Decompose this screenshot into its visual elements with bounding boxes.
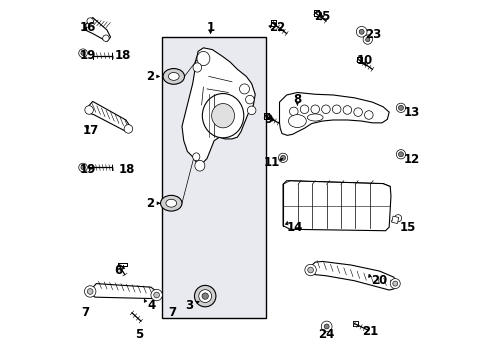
- Text: 20: 20: [370, 274, 387, 287]
- Ellipse shape: [394, 215, 401, 222]
- Ellipse shape: [192, 153, 200, 161]
- Ellipse shape: [194, 285, 216, 307]
- Ellipse shape: [392, 281, 397, 286]
- Ellipse shape: [198, 290, 211, 302]
- Ellipse shape: [211, 104, 234, 128]
- Ellipse shape: [81, 51, 85, 55]
- Text: 18: 18: [119, 163, 135, 176]
- Ellipse shape: [365, 37, 369, 42]
- Text: 11: 11: [263, 156, 279, 169]
- Ellipse shape: [153, 292, 159, 298]
- Ellipse shape: [87, 18, 93, 24]
- Text: 19: 19: [80, 49, 96, 62]
- Text: 17: 17: [83, 124, 99, 137]
- Ellipse shape: [163, 68, 184, 84]
- Ellipse shape: [343, 106, 351, 114]
- Ellipse shape: [84, 286, 96, 297]
- Text: 16: 16: [80, 21, 96, 33]
- Ellipse shape: [356, 26, 366, 37]
- Polygon shape: [283, 181, 390, 231]
- Ellipse shape: [310, 105, 319, 113]
- Ellipse shape: [321, 321, 331, 332]
- Ellipse shape: [102, 35, 109, 41]
- Text: 19: 19: [80, 163, 96, 176]
- Ellipse shape: [321, 105, 329, 113]
- Polygon shape: [182, 48, 255, 164]
- Text: 24: 24: [317, 328, 333, 341]
- Text: 5: 5: [135, 328, 143, 341]
- Ellipse shape: [304, 264, 316, 276]
- Text: 8: 8: [293, 93, 301, 106]
- Text: 23: 23: [365, 28, 381, 41]
- Ellipse shape: [165, 199, 176, 207]
- Ellipse shape: [395, 103, 405, 112]
- Ellipse shape: [79, 49, 87, 58]
- Text: 4: 4: [147, 299, 155, 312]
- Polygon shape: [279, 93, 388, 135]
- Ellipse shape: [197, 51, 209, 66]
- Ellipse shape: [87, 289, 93, 294]
- Ellipse shape: [84, 106, 93, 114]
- Text: 12: 12: [403, 153, 419, 166]
- Ellipse shape: [398, 152, 403, 157]
- Ellipse shape: [389, 279, 400, 289]
- Text: 18: 18: [115, 49, 131, 62]
- Ellipse shape: [363, 35, 372, 44]
- Ellipse shape: [324, 324, 328, 329]
- Ellipse shape: [300, 105, 308, 113]
- Polygon shape: [85, 18, 110, 41]
- Ellipse shape: [194, 160, 204, 171]
- Ellipse shape: [395, 150, 405, 159]
- Ellipse shape: [288, 114, 305, 127]
- Text: 14: 14: [286, 221, 303, 234]
- Ellipse shape: [168, 72, 179, 80]
- Text: 9: 9: [264, 113, 272, 126]
- Text: 6: 6: [114, 264, 122, 276]
- Text: 3: 3: [185, 299, 193, 312]
- Text: 7: 7: [81, 306, 89, 319]
- Ellipse shape: [247, 106, 255, 114]
- Ellipse shape: [307, 267, 313, 273]
- Ellipse shape: [289, 107, 298, 116]
- Text: 13: 13: [403, 106, 419, 120]
- Text: 22: 22: [268, 21, 285, 33]
- Ellipse shape: [398, 105, 403, 111]
- Ellipse shape: [124, 125, 132, 133]
- Polygon shape: [88, 102, 130, 132]
- Ellipse shape: [280, 156, 285, 160]
- Ellipse shape: [151, 289, 162, 301]
- Text: 25: 25: [314, 10, 330, 23]
- Ellipse shape: [358, 29, 364, 34]
- Ellipse shape: [353, 108, 362, 116]
- Ellipse shape: [278, 153, 287, 162]
- Ellipse shape: [79, 163, 87, 172]
- Text: 7: 7: [168, 306, 176, 319]
- Ellipse shape: [364, 111, 372, 119]
- Ellipse shape: [332, 105, 340, 113]
- Ellipse shape: [202, 293, 208, 299]
- Text: 2: 2: [146, 197, 154, 210]
- Polygon shape: [309, 261, 397, 290]
- Text: 2: 2: [146, 70, 154, 83]
- Text: 15: 15: [399, 221, 415, 234]
- Text: 21: 21: [361, 325, 377, 338]
- Ellipse shape: [239, 84, 249, 94]
- Ellipse shape: [160, 195, 182, 211]
- Polygon shape: [90, 284, 158, 298]
- Ellipse shape: [202, 94, 244, 138]
- Ellipse shape: [307, 114, 323, 121]
- Text: 1: 1: [206, 21, 214, 33]
- Ellipse shape: [81, 165, 85, 170]
- Ellipse shape: [245, 95, 254, 104]
- Bar: [162, 37, 265, 318]
- Ellipse shape: [193, 63, 201, 72]
- Text: 10: 10: [356, 54, 373, 67]
- Polygon shape: [391, 216, 398, 224]
